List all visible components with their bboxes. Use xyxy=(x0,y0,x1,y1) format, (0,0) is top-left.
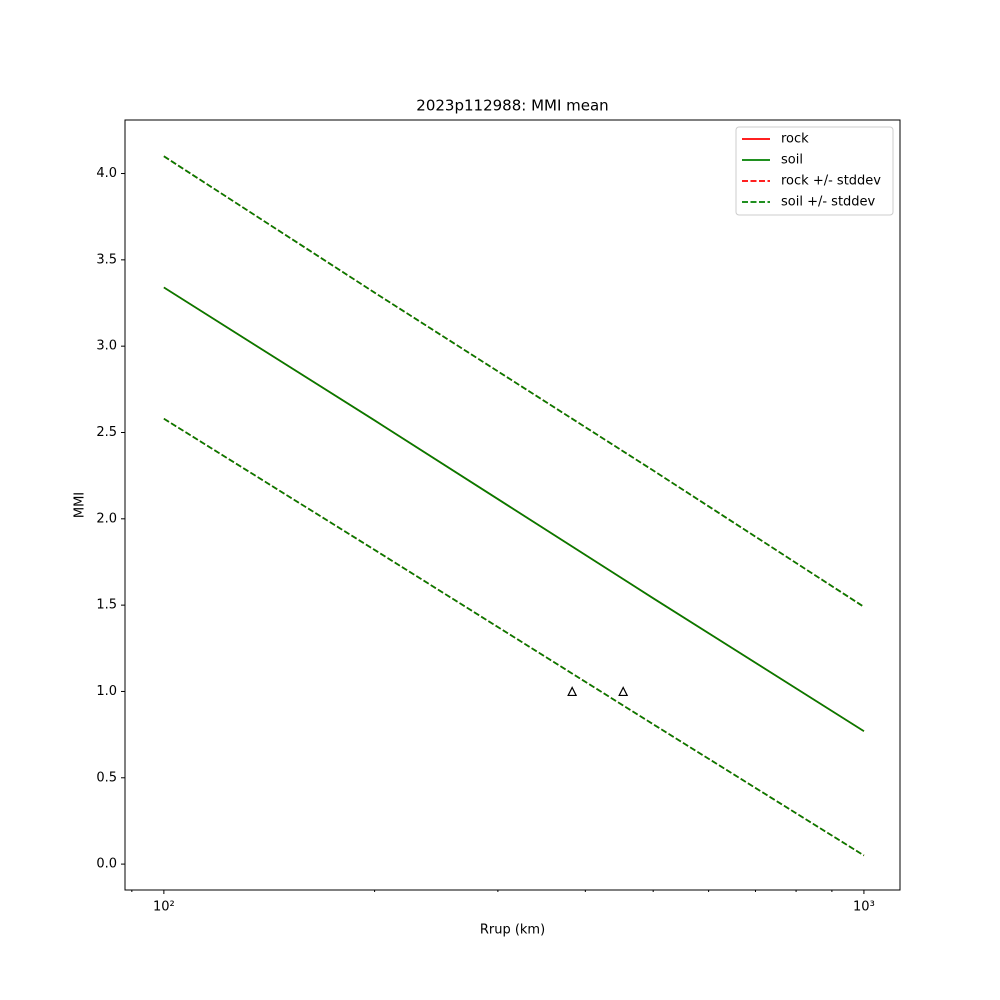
x-tick-label: 10³ xyxy=(853,900,875,915)
y-axis-label: MMI xyxy=(73,492,88,518)
line xyxy=(163,286,865,732)
y-tick-label: 1.5 xyxy=(96,598,117,613)
y-tick-label: 0.0 xyxy=(96,857,117,872)
legend-label: soil +/- stddev xyxy=(781,195,876,210)
y-tick-label: 2.0 xyxy=(96,511,117,526)
y-tick-label: 4.0 xyxy=(96,166,117,181)
station-marker xyxy=(567,686,578,697)
y-tick-label: 3.0 xyxy=(96,339,117,354)
legend-label: rock xyxy=(781,132,809,147)
y-tick-label: 1.0 xyxy=(96,684,117,699)
line xyxy=(163,155,865,608)
line xyxy=(163,417,865,857)
x-tick-label: 10² xyxy=(153,900,175,915)
plot-area xyxy=(124,119,901,891)
y-tick-label: 0.5 xyxy=(96,770,117,785)
legend-box xyxy=(735,126,894,216)
y-tick-label: 3.5 xyxy=(96,252,117,267)
legend-label: soil xyxy=(781,153,803,168)
station-marker xyxy=(618,686,629,697)
y-tick-label: 2.5 xyxy=(96,425,117,440)
x-axis-label: Rrup (km) xyxy=(480,923,545,938)
chart-title: 2023p112988: MMI mean xyxy=(416,97,608,115)
legend-label: rock +/- stddev xyxy=(781,174,881,189)
